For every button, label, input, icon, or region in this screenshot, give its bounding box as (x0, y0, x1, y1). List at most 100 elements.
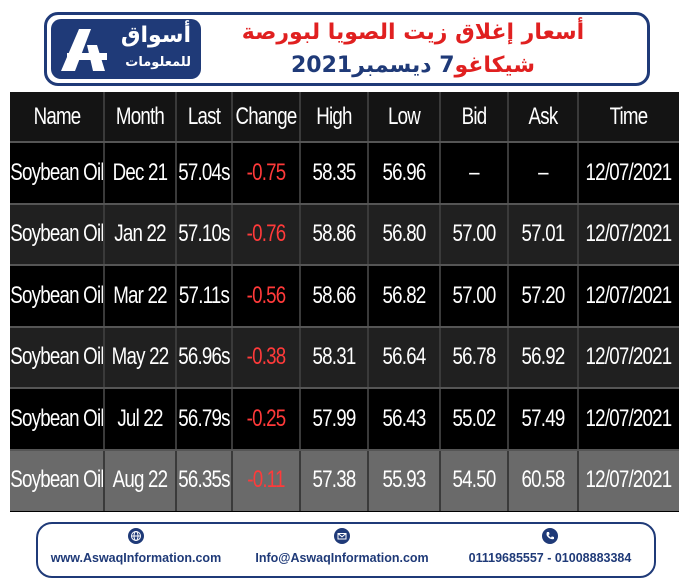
column-divider (577, 142, 579, 204)
row-divider (10, 325, 679, 328)
cell-bid: – (469, 158, 479, 186)
cell-name: Soybean Oil (10, 158, 104, 186)
cell-low: 56.96 (382, 158, 427, 186)
column-divider (367, 142, 369, 204)
column-divider (439, 449, 441, 511)
cell-low: 56.80 (382, 220, 427, 248)
mail-icon (334, 528, 350, 544)
column-divider (299, 449, 301, 511)
column-divider (367, 265, 369, 327)
cell-last: 57.10s (178, 220, 230, 248)
phone-icon (542, 528, 558, 544)
row-divider (10, 202, 679, 205)
cell-change: -0.25 (246, 404, 287, 432)
column-divider (507, 265, 509, 327)
column-divider (577, 203, 579, 265)
cell-month: Dec 21 (112, 158, 168, 186)
column-divider (175, 326, 177, 388)
column-divider (175, 265, 177, 327)
cell-last: 56.96s (178, 343, 230, 371)
column-divider (507, 203, 509, 265)
cell-month: Jan 22 (114, 220, 166, 248)
column-divider (231, 92, 233, 142)
column-divider (299, 203, 301, 265)
column-divider (175, 388, 177, 450)
column-divider (231, 388, 233, 450)
column-header-bid: Bid (461, 103, 487, 130)
column-divider (175, 203, 177, 265)
globe-icon (128, 528, 144, 544)
cell-month: Mar 22 (113, 281, 167, 309)
cell-ask: 56.92 (521, 343, 566, 371)
column-header-month: Month (115, 103, 165, 130)
column-divider (577, 326, 579, 388)
email-link[interactable]: Info@AswaqInformation.com (255, 551, 429, 565)
table-row: Soybean Oil Jan 22 57.10s -0.76 58.86 56.80 57… (10, 203, 679, 265)
cell-time: 12/07/2021 (585, 220, 673, 248)
column-divider (231, 326, 233, 388)
column-divider (175, 449, 177, 511)
cell-high: 57.99 (312, 404, 357, 432)
table-row: Soybean Oil Dec 21 57.04s -0.75 58.35 56.96 – –… (10, 142, 679, 204)
aswaq-logo: أسواق للمعلومات (51, 19, 201, 79)
column-divider (367, 92, 369, 142)
column-divider (103, 449, 105, 511)
cell-name: Soybean Oil (10, 466, 104, 494)
column-divider (367, 449, 369, 511)
column-divider (299, 142, 301, 204)
logo-subtext-arabic: للمعلومات (125, 55, 191, 70)
subtitle-year: 2021 (290, 53, 353, 78)
cell-change: -0.11 (247, 466, 285, 494)
page-subtitle: شيكاغو7 ديسمبر2021 (213, 53, 613, 78)
column-divider (439, 326, 441, 388)
cell-high: 58.86 (312, 220, 357, 248)
cell-name: Soybean Oil (10, 281, 104, 309)
column-divider (439, 265, 441, 327)
cell-bid: 56.78 (452, 343, 497, 371)
column-divider (299, 388, 301, 450)
cell-time: 12/07/2021 (585, 466, 673, 494)
cell-low: 55.93 (382, 466, 427, 494)
header-banner: أسواق للمعلومات أسعار إغلاق زيت الصويا ل… (44, 12, 650, 86)
cell-month: Aug 22 (112, 466, 168, 494)
cell-name: Soybean Oil (10, 404, 104, 432)
column-divider (507, 142, 509, 204)
cell-high: 58.31 (312, 343, 357, 371)
cell-bid: 54.50 (452, 466, 497, 494)
row-divider (10, 141, 679, 143)
cell-last: 57.04s (178, 158, 230, 186)
cell-time: 12/07/2021 (585, 343, 673, 371)
cell-low: 56.82 (382, 281, 427, 309)
email-item: Info@AswaqInformation.com (252, 528, 432, 565)
column-header-low: Low (387, 103, 421, 130)
cell-bid: 57.00 (452, 281, 497, 309)
table-header-row: Name Month Last Change High Low Bid Ask Time (10, 92, 679, 142)
column-divider (439, 388, 441, 450)
column-divider (103, 388, 105, 450)
column-divider (231, 265, 233, 327)
cell-ask: 57.01 (521, 220, 566, 248)
column-divider (439, 142, 441, 204)
cell-last: 56.35s (178, 466, 230, 494)
cell-ask: 60.58 (521, 466, 566, 494)
column-divider (299, 265, 301, 327)
column-divider (231, 142, 233, 204)
column-divider (577, 92, 579, 142)
cell-change: -0.56 (246, 281, 287, 309)
logo-text-arabic: أسواق (120, 23, 191, 48)
column-divider (577, 265, 579, 327)
column-divider (231, 449, 233, 511)
column-divider (439, 203, 441, 265)
table-row: Soybean Oil Jul 22 56.79s -0.25 57.99 56.43 55… (10, 388, 679, 450)
cell-bid: 55.02 (452, 404, 497, 432)
subtitle-city: شيكاغو (454, 53, 536, 78)
contact-footer: www.AswaqInformation.com Info@AswaqInfor… (36, 522, 656, 578)
column-divider (103, 203, 105, 265)
cell-bid: 57.00 (452, 220, 497, 248)
cell-ask: – (538, 158, 548, 186)
column-divider (367, 388, 369, 450)
website-link[interactable]: www.AswaqInformation.com (50, 551, 222, 565)
phone-item: 01119685557 - 01008883384 (450, 528, 650, 565)
phone-numbers: 01119685557 - 01008883384 (468, 551, 632, 565)
row-divider (10, 387, 679, 389)
